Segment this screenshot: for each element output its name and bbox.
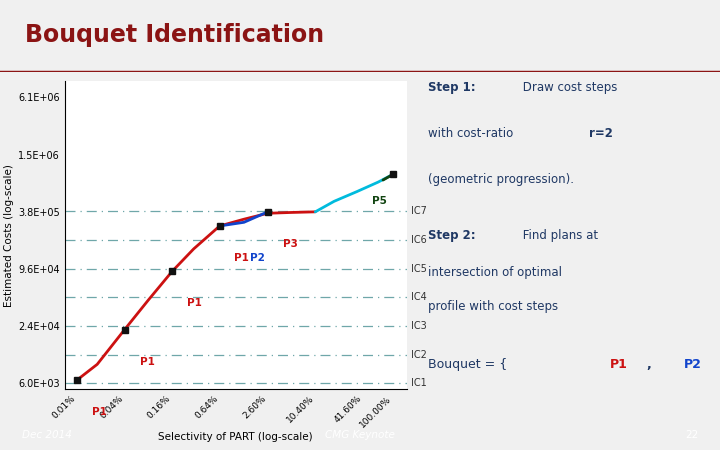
- X-axis label: Selectivity of PART (log-scale): Selectivity of PART (log-scale): [158, 432, 313, 442]
- Text: Step 2:: Step 2:: [428, 229, 476, 242]
- Y-axis label: Estimated Costs (log-scale): Estimated Costs (log-scale): [4, 164, 14, 306]
- Text: Find plans at: Find plans at: [519, 229, 598, 242]
- Text: P2: P2: [684, 358, 702, 371]
- Text: CMG Keynote: CMG Keynote: [325, 430, 395, 441]
- Text: P1: P1: [92, 407, 107, 417]
- Text: Dec 2014: Dec 2014: [22, 430, 71, 441]
- Text: 22: 22: [685, 430, 698, 441]
- Text: r=2: r=2: [589, 127, 613, 140]
- Text: profile with cost steps: profile with cost steps: [428, 300, 559, 313]
- Text: IC7: IC7: [411, 207, 427, 216]
- Text: P1: P1: [610, 358, 628, 371]
- Text: Draw cost steps: Draw cost steps: [519, 81, 618, 94]
- Text: Bouquet = {: Bouquet = {: [428, 358, 508, 371]
- Text: Bouquet Identification: Bouquet Identification: [25, 22, 324, 46]
- Text: IC5: IC5: [411, 264, 427, 274]
- Text: IC1: IC1: [411, 378, 427, 388]
- Text: IC4: IC4: [411, 292, 427, 302]
- Text: IC6: IC6: [411, 235, 427, 245]
- Text: P3: P3: [283, 239, 297, 249]
- Text: Step 1:: Step 1:: [428, 81, 476, 94]
- Text: IC2: IC2: [411, 350, 427, 360]
- Text: P5: P5: [372, 195, 387, 206]
- Text: (geometric progression).: (geometric progression).: [428, 174, 575, 186]
- Text: P2: P2: [250, 253, 264, 263]
- Text: IC3: IC3: [411, 321, 427, 331]
- Text: with cost-ratio: with cost-ratio: [428, 127, 518, 140]
- Text: ,: ,: [647, 358, 656, 371]
- Text: intersection of optimal: intersection of optimal: [428, 266, 562, 279]
- Text: P1: P1: [140, 357, 155, 367]
- Text: P1: P1: [187, 298, 202, 308]
- Text: P1: P1: [233, 253, 248, 263]
